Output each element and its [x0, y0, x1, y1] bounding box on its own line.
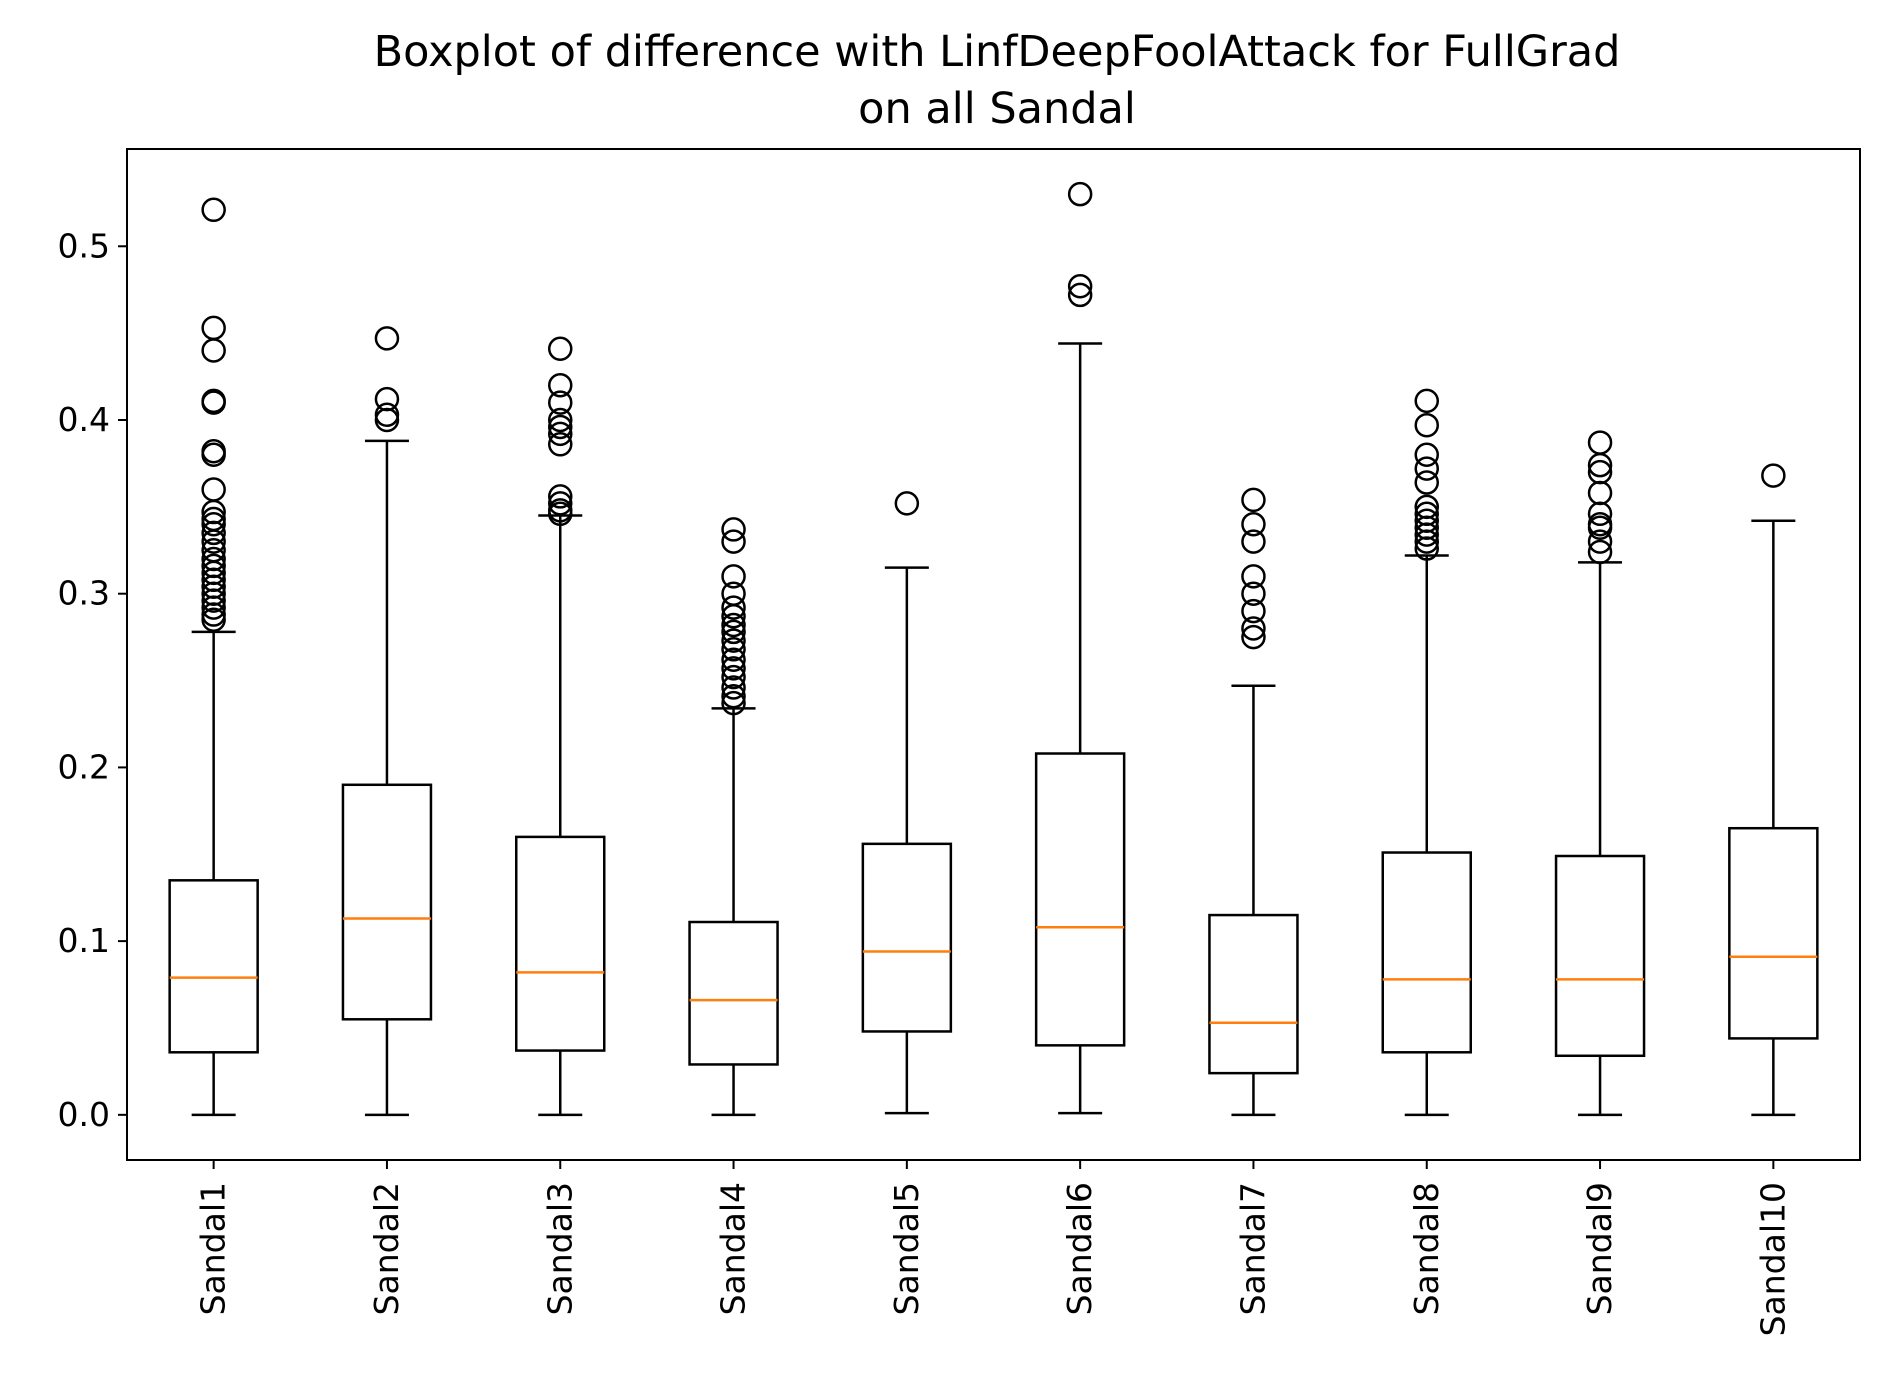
outlier-point: [1414, 522, 1439, 547]
outlier-point: [548, 491, 573, 516]
outlier-point: [201, 197, 226, 223]
outlier-point: [201, 442, 226, 467]
outlier-point: [374, 326, 400, 351]
outlier-point: [1587, 529, 1613, 554]
x-tick-label: Sandal10: [1753, 1182, 1792, 1336]
outlier-point: [1761, 463, 1786, 488]
outlier-point: [721, 628, 746, 653]
outlier-point: [1241, 624, 1266, 650]
outlier-point: [721, 612, 746, 638]
outlier-point: [548, 336, 573, 362]
x-tick-label: Sandal1: [194, 1182, 233, 1315]
outlier-point: [201, 607, 226, 633]
x-tick-label: Sandal8: [1407, 1182, 1446, 1315]
outlier-point: [721, 604, 746, 629]
y-tick-label: 0.2: [58, 747, 110, 786]
outlier-point: [721, 595, 746, 620]
box-iqr: [1034, 752, 1126, 1047]
outlier-point: [548, 421, 573, 447]
outlier-point: [1414, 412, 1439, 438]
outlier-point: [201, 588, 226, 613]
outlier-point: [721, 690, 746, 716]
outlier-point: [1587, 501, 1613, 527]
y-tick-label: 0.4: [58, 400, 110, 439]
outlier-point: [201, 390, 226, 415]
outlier-point: [1587, 515, 1613, 540]
outlier-point: [1067, 181, 1093, 207]
outlier-point: [1241, 511, 1266, 537]
outlier-point: [721, 683, 746, 709]
outlier-point: [721, 675, 746, 700]
outlier-point: [1414, 529, 1439, 554]
outlier-point: [548, 414, 573, 440]
plot-area: 0.0 0.1 0.2 0.3 0.4 0.5 Sandal1 Sandal2 Sandal3 S…: [58, 148, 1861, 1336]
box-iqr: [861, 842, 953, 1033]
outlier-point: [201, 338, 226, 363]
x-tick-label: Sandal3: [540, 1182, 579, 1315]
box-iqr: [168, 879, 259, 1054]
x-tick-label: Sandal2: [367, 1182, 406, 1315]
outlier-point: [1067, 273, 1093, 299]
box-iqr: [341, 783, 433, 1021]
outlier-point: [1241, 487, 1266, 513]
outlier-point: [721, 564, 746, 589]
y-tick-label: 0.1: [58, 921, 110, 960]
outlier-point: [1241, 616, 1266, 641]
outlier-point: [548, 390, 573, 415]
plot-frame: [126, 148, 1861, 1161]
chart-title-line-2: on all Sandal: [858, 84, 1136, 134]
box-iqr: [1728, 826, 1819, 1040]
chart-title-line-1: Boxplot of difference with LinfDeepFoolA…: [374, 27, 1621, 77]
outlier-point: [1587, 452, 1613, 478]
y-tick-label: 0.0: [58, 1095, 110, 1134]
outlier-point: [201, 520, 226, 546]
y-tick-label: 0.5: [58, 226, 110, 265]
outlier-point: [1414, 456, 1439, 481]
outlier-point: [548, 484, 573, 509]
outlier-point: [1241, 598, 1266, 624]
outlier-point: [548, 407, 573, 433]
outlier-point: [894, 491, 920, 516]
x-tick-label: Sandal7: [1233, 1182, 1272, 1315]
x-tick-label: Sandal6: [1060, 1182, 1099, 1315]
outlier-point: [721, 637, 746, 662]
outlier-point: [1414, 536, 1439, 561]
outlier-point: [1414, 470, 1439, 495]
outlier-point: [1067, 282, 1093, 308]
box-iqr: [1554, 854, 1646, 1058]
outlier-point: [1241, 529, 1266, 554]
outlier-point: [548, 432, 573, 457]
outlier-point: [201, 595, 226, 620]
outlier-point: [1587, 539, 1613, 565]
outlier-point: [721, 517, 746, 542]
outlier-point: [721, 647, 746, 672]
outlier-point: [374, 407, 400, 433]
outlier-point: [721, 664, 746, 690]
outlier-point: [1414, 442, 1439, 467]
outlier-point: [721, 619, 746, 645]
box-iqr: [515, 835, 606, 1052]
x-tick-label: Sandal4: [714, 1182, 753, 1315]
box-iqr: [1381, 851, 1472, 1054]
outlier-point: [548, 501, 573, 527]
x-tick-label: Sandal5: [887, 1182, 926, 1315]
outlier-point: [721, 529, 746, 554]
x-tick-label: Sandal9: [1580, 1182, 1619, 1315]
y-tick-label: 0.3: [58, 574, 110, 613]
outlier-point: [201, 511, 226, 537]
outlier-point: [1241, 581, 1266, 606]
box-iqr: [688, 920, 779, 1066]
outlier-point: [1241, 564, 1266, 589]
outlier-point: [548, 372, 573, 398]
outlier-point: [1414, 388, 1439, 414]
outlier-point: [721, 656, 746, 681]
outlier-point: [201, 529, 226, 554]
box-iqr: [1208, 913, 1299, 1075]
